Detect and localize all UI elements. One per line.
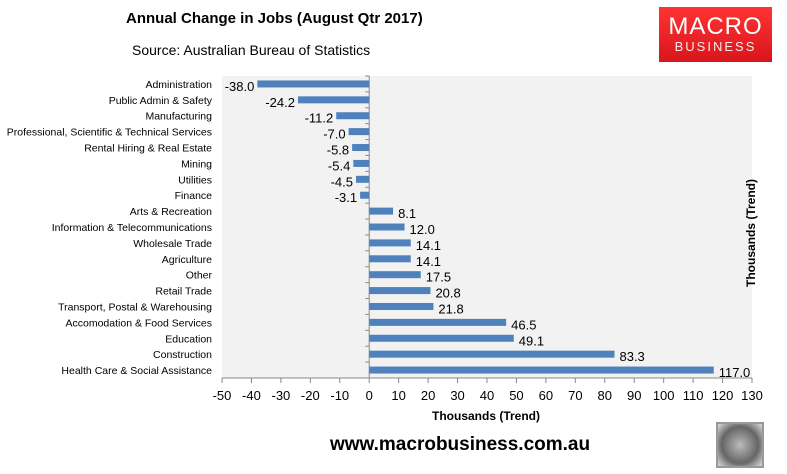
bar — [369, 255, 411, 263]
bar — [369, 302, 434, 310]
bar — [355, 175, 370, 183]
bar — [353, 159, 370, 167]
data-label: -7.0 — [323, 127, 345, 142]
website-url: www.macrobusiness.com.au — [330, 434, 591, 455]
chart-source: Source: Australian Bureau of Statistics — [132, 42, 371, 58]
category-label: Utilities — [178, 174, 212, 186]
category-label: Retail Trade — [155, 286, 212, 298]
data-label: -4.5 — [331, 174, 353, 189]
bar — [369, 366, 714, 374]
bar — [369, 271, 421, 279]
category-label: Agriculture — [162, 254, 212, 266]
x-tick-label: 110 — [683, 388, 704, 403]
category-label: Information & Telecommunications — [52, 222, 212, 234]
x-tick-label: 10 — [391, 388, 405, 403]
bar — [369, 239, 411, 247]
data-label: 20.8 — [435, 286, 460, 301]
data-label: 83.3 — [619, 349, 644, 364]
bar — [369, 334, 514, 342]
bar — [352, 144, 370, 152]
x-tick-label: -30 — [271, 388, 290, 403]
data-label: -38.0 — [225, 79, 255, 94]
category-label: Finance — [175, 190, 213, 202]
bar — [369, 207, 394, 215]
data-label: 46.5 — [511, 317, 536, 332]
category-label: Arts & Recreation — [130, 206, 212, 218]
category-label: Wholesale Trade — [133, 238, 212, 250]
category-label: Education — [165, 333, 212, 345]
x-tick-label: 80 — [598, 388, 612, 403]
x-tick-label: -10 — [330, 388, 349, 403]
category-label: Professional, Scientific & Technical Ser… — [7, 127, 212, 139]
category-label: Rental Hiring & Real Estate — [84, 143, 212, 155]
x-tick-label: 60 — [539, 388, 553, 403]
bar — [369, 318, 507, 326]
data-label: -24.2 — [265, 95, 295, 110]
y-axis-label: Thousands (Trend) — [744, 179, 758, 287]
x-tick-label: 100 — [653, 388, 675, 403]
x-tick-label: 20 — [421, 388, 435, 403]
data-label: 117.0 — [719, 365, 751, 380]
x-tick-label: -40 — [242, 388, 261, 403]
x-tick-label: -20 — [301, 388, 320, 403]
data-label: 49.1 — [519, 333, 544, 348]
data-label: 21.8 — [438, 301, 463, 316]
data-label: -11.2 — [305, 111, 334, 126]
logo-line1: MACRO — [668, 13, 763, 40]
x-tick-label: 120 — [712, 388, 734, 403]
bar — [257, 80, 370, 88]
x-axis-label: Thousands (Trend) — [432, 409, 540, 423]
logo-line2: BUSINESS — [674, 39, 757, 54]
data-label: -5.4 — [328, 158, 350, 173]
bar — [348, 128, 370, 136]
data-label: 12.0 — [410, 222, 435, 237]
category-label: Accomodation & Food Services — [66, 317, 213, 329]
data-label: 14.1 — [416, 254, 441, 269]
bar — [297, 96, 370, 104]
category-label: Other — [186, 270, 213, 282]
category-label: Transport, Postal & Warehousing — [58, 301, 212, 313]
bar — [360, 191, 370, 199]
data-label: 14.1 — [416, 238, 441, 253]
category-label: Health Care & Social Assistance — [61, 365, 212, 377]
data-label: 8.1 — [398, 206, 416, 221]
bar — [336, 112, 370, 120]
plot-area — [222, 76, 752, 378]
data-label: 17.5 — [426, 270, 451, 285]
category-label: Manufacturing — [145, 111, 212, 123]
category-label: Mining — [181, 158, 212, 170]
x-tick-label: 40 — [480, 388, 494, 403]
x-tick-label: 90 — [627, 388, 641, 403]
bar — [369, 223, 405, 231]
category-label: Public Admin & Safety — [109, 95, 213, 107]
chart-title: Annual Change in Jobs (August Qtr 2017) — [126, 10, 423, 27]
x-tick-label: 50 — [509, 388, 523, 403]
category-label: Administration — [145, 79, 212, 91]
category-label: Construction — [153, 349, 212, 361]
x-tick-label: -50 — [213, 388, 232, 403]
data-label: -5.8 — [327, 143, 349, 158]
macrobusiness-logo: MACRO BUSINESS — [659, 7, 772, 62]
bar — [369, 287, 431, 295]
wolf-logo-icon — [716, 422, 764, 468]
x-tick-label: 30 — [450, 388, 464, 403]
x-tick-label: 130 — [741, 388, 763, 403]
bar — [369, 350, 615, 358]
x-tick-label: 0 — [366, 388, 373, 403]
x-tick-label: 70 — [568, 388, 582, 403]
data-label: -3.1 — [335, 190, 357, 205]
